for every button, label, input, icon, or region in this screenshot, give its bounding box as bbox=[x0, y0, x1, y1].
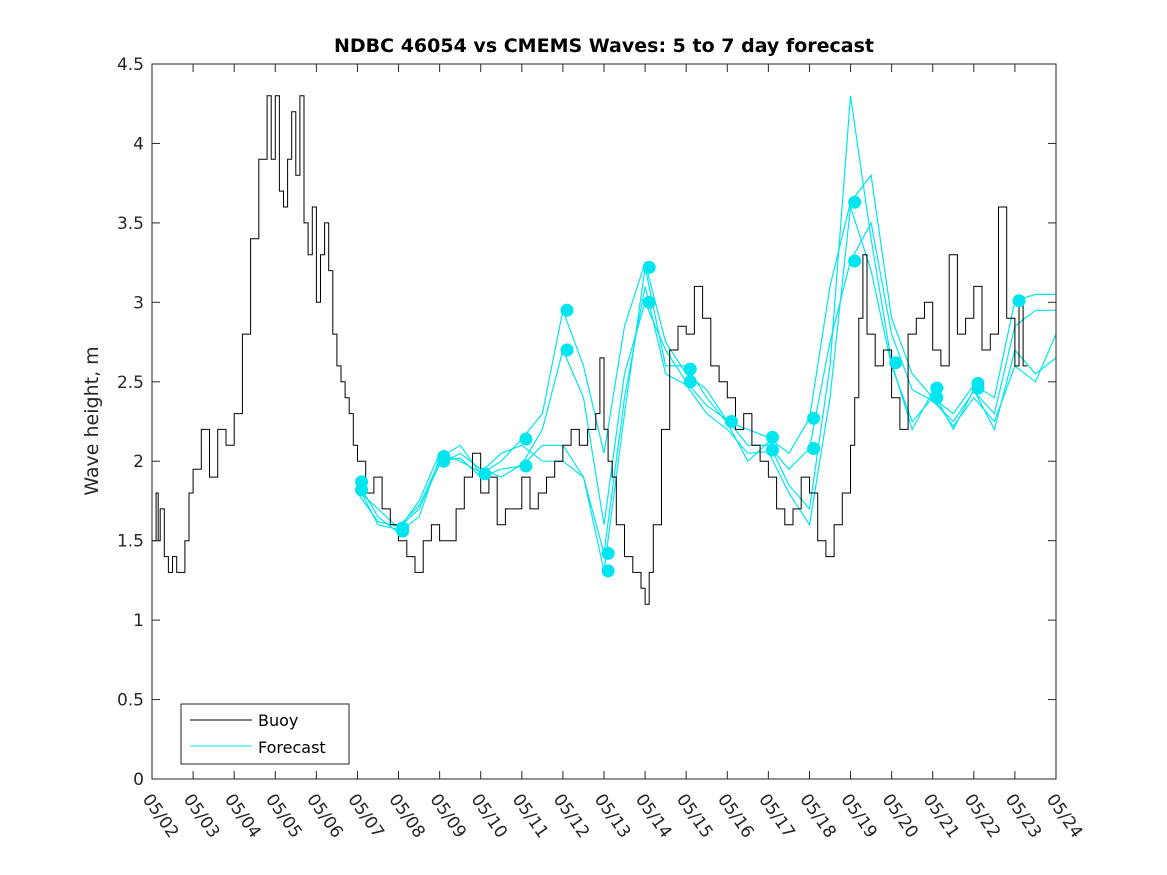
forecast-marker bbox=[560, 343, 574, 357]
forecast-marker bbox=[848, 254, 862, 268]
y-tick-label: 2.5 bbox=[117, 373, 144, 393]
y-tick-label: 3 bbox=[133, 293, 144, 313]
forecast-marker bbox=[807, 442, 821, 456]
forecast-marker bbox=[642, 260, 656, 274]
forecast-marker bbox=[519, 459, 533, 473]
forecast-marker bbox=[683, 362, 697, 376]
forecast-marker bbox=[601, 564, 615, 578]
y-tick-label: 2 bbox=[133, 452, 144, 472]
legend-buoy-label: Buoy bbox=[258, 711, 298, 730]
forecast-marker bbox=[519, 432, 533, 446]
buoy-line bbox=[152, 95, 1028, 605]
forecast-marker bbox=[601, 546, 615, 560]
chart-title: NDBC 46054 vs CMEMS Waves: 5 to 7 day fo… bbox=[334, 35, 874, 57]
legend-forecast-label: Forecast bbox=[258, 738, 326, 757]
y-tick-label: 4.5 bbox=[117, 55, 144, 75]
legend-box bbox=[180, 703, 350, 765]
y-tick-label: 0 bbox=[133, 770, 144, 790]
forecast-marker bbox=[724, 415, 738, 428]
forecast-marker bbox=[807, 411, 821, 425]
forecast-marker bbox=[971, 381, 985, 395]
legend: Buoy Forecast bbox=[180, 703, 350, 765]
y-tick-label: 0.5 bbox=[117, 691, 144, 711]
y-tick-label: 4 bbox=[133, 134, 144, 154]
forecast-marker bbox=[355, 483, 369, 497]
forecast-marker bbox=[478, 467, 492, 481]
forecast-line-run-3 bbox=[356, 95, 1057, 572]
forecast-marker bbox=[396, 524, 410, 538]
forecast-marker bbox=[930, 381, 944, 395]
forecast-marker bbox=[1012, 294, 1026, 308]
y-tick-label: 3.5 bbox=[117, 214, 144, 234]
y-tick-label: 1 bbox=[133, 611, 144, 631]
forecast-marker bbox=[642, 295, 656, 309]
y-axis-label: Wave height, m bbox=[81, 346, 103, 495]
forecast-marker bbox=[437, 454, 451, 468]
forecast-line-run-4 bbox=[357, 206, 1057, 554]
y-tick-label: 1.5 bbox=[117, 532, 144, 552]
y-axis: 0 0.5 1 1.5 2 2.5 3 3.5 4 4.5 bbox=[117, 55, 1056, 790]
forecast-marker bbox=[765, 430, 779, 444]
plot-area bbox=[152, 95, 1057, 605]
forecast-marker bbox=[848, 195, 862, 209]
forecast-marker bbox=[889, 356, 903, 370]
forecast-marker bbox=[765, 443, 779, 457]
forecast-marker bbox=[560, 303, 574, 317]
forecast-marker bbox=[930, 391, 944, 405]
forecast-marker bbox=[683, 375, 697, 389]
